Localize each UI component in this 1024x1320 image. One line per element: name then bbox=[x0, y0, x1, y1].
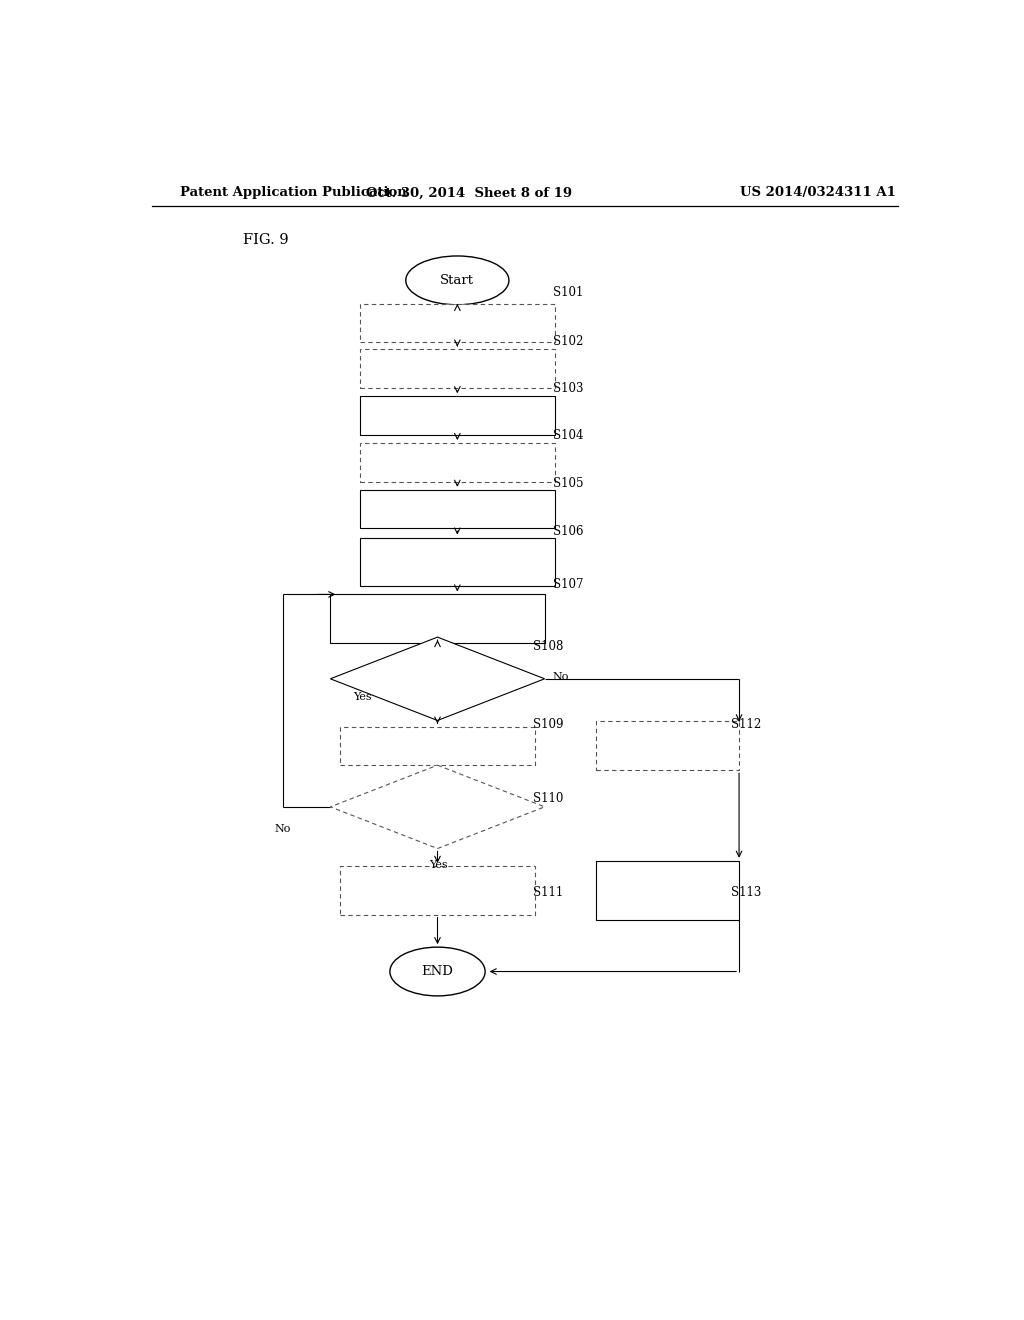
Text: END: END bbox=[422, 965, 454, 978]
Text: Yes: Yes bbox=[353, 692, 372, 702]
Text: S104: S104 bbox=[553, 429, 583, 442]
Polygon shape bbox=[331, 638, 545, 721]
Bar bbox=[340, 866, 535, 915]
Text: S112: S112 bbox=[731, 718, 762, 731]
Polygon shape bbox=[331, 766, 545, 849]
Bar bbox=[360, 396, 555, 434]
Text: FIG. 9: FIG. 9 bbox=[243, 232, 289, 247]
Text: S110: S110 bbox=[532, 792, 563, 805]
Bar bbox=[360, 304, 555, 342]
Text: S105: S105 bbox=[553, 477, 583, 490]
Bar bbox=[340, 726, 535, 766]
Bar bbox=[360, 444, 555, 482]
Ellipse shape bbox=[390, 948, 485, 995]
Text: S101: S101 bbox=[553, 286, 583, 300]
Bar bbox=[596, 722, 739, 771]
Text: S109: S109 bbox=[532, 718, 563, 731]
Text: S108: S108 bbox=[532, 640, 563, 653]
Text: US 2014/0324311 A1: US 2014/0324311 A1 bbox=[740, 186, 896, 199]
Ellipse shape bbox=[406, 256, 509, 305]
Bar bbox=[331, 594, 545, 643]
Bar bbox=[360, 350, 555, 388]
Text: S107: S107 bbox=[553, 578, 583, 591]
Text: S113: S113 bbox=[731, 886, 762, 899]
Bar bbox=[360, 537, 555, 586]
Text: S103: S103 bbox=[553, 381, 583, 395]
Text: Oct. 30, 2014  Sheet 8 of 19: Oct. 30, 2014 Sheet 8 of 19 bbox=[367, 186, 572, 199]
Text: Yes: Yes bbox=[430, 859, 449, 870]
Bar bbox=[360, 490, 555, 528]
Text: S102: S102 bbox=[553, 335, 583, 348]
Text: S106: S106 bbox=[553, 525, 583, 539]
Text: S111: S111 bbox=[532, 886, 563, 899]
Bar bbox=[596, 861, 739, 920]
Text: Patent Application Publication: Patent Application Publication bbox=[179, 186, 407, 199]
Text: Start: Start bbox=[440, 273, 474, 286]
Text: No: No bbox=[553, 672, 569, 681]
Text: No: No bbox=[274, 824, 291, 834]
